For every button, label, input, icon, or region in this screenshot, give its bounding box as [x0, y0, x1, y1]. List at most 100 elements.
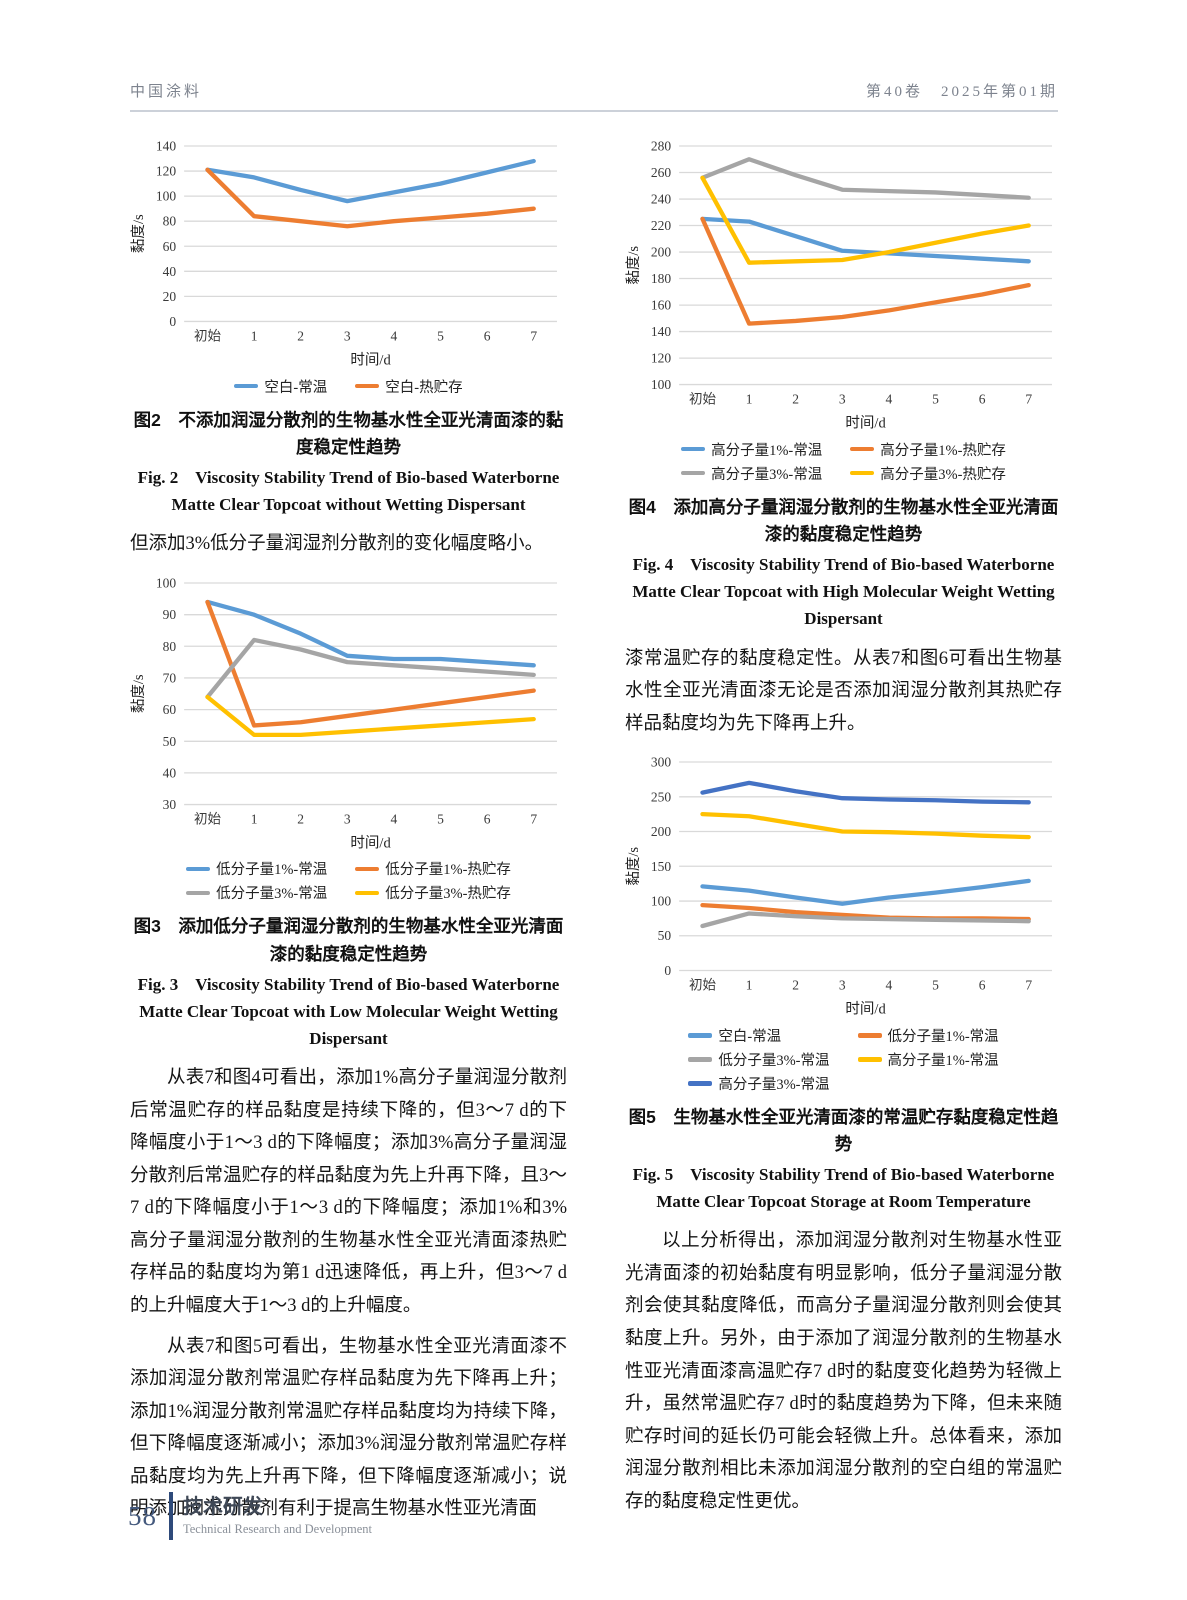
- svg-text:0: 0: [169, 314, 176, 329]
- fig3-caption-cn: 图3 添加低分子量润湿分散剂的生物基水性全亚光清面漆的黏度稳定性趋势: [133, 916, 564, 964]
- svg-text:黏度/s: 黏度/s: [130, 214, 147, 253]
- legend-label: 高分子量1%-热贮存: [880, 442, 1006, 459]
- svg-text:3: 3: [344, 811, 351, 826]
- svg-text:80: 80: [163, 214, 177, 229]
- legend-line-swatch: [355, 383, 380, 389]
- legend-item: 高分子量1%-常温: [681, 439, 822, 460]
- svg-text:40: 40: [163, 765, 177, 780]
- svg-text:5: 5: [437, 328, 444, 343]
- svg-text:黏度/s: 黏度/s: [625, 847, 642, 886]
- svg-text:70: 70: [163, 670, 177, 685]
- two-column-layout: 0 20 40 60 80 100 120 140 初始 1 2 3 4 5 6 7 黏度/s 时间/d 空白-常…: [130, 126, 1062, 1534]
- fig4-caption: 图4 添加高分子量润湿分散剂的生物基水性全亚光清面漆的黏度稳定性趋势 Fig. …: [625, 494, 1062, 633]
- legend-label: 高分子量3%-常温: [711, 466, 823, 483]
- legend-item: 高分子量3%-热贮存: [850, 463, 1006, 484]
- line-chart-svg: 30 40 50 60 70 80 90 100 初始 1 2 3 4 5 6 7 黏度/s 时间/d: [130, 575, 557, 851]
- svg-text:2: 2: [297, 328, 304, 343]
- legend-item: 低分子量3%-常温: [186, 882, 327, 903]
- legend-line-swatch: [355, 890, 380, 896]
- svg-text:时间/d: 时间/d: [350, 834, 391, 851]
- fig4-legend: 高分子量1%-常温 高分子量1%-热贮存高分子量3%-常温 高分子量3%-热贮存: [625, 439, 1062, 484]
- svg-text:6: 6: [484, 811, 491, 826]
- legend-label: 低分子量1%-热贮存: [385, 862, 511, 879]
- legend-item: 高分子量3%-常温: [681, 463, 822, 484]
- svg-text:50: 50: [163, 734, 177, 749]
- legend-line-swatch: [850, 446, 875, 452]
- page-header: 中国涂料 第40卷 2025年第01期: [130, 80, 1058, 101]
- fig5-caption: 图5 生物基水性全亚光清面漆的常温贮存黏度稳定性趋势 Fig. 5 Viscos…: [625, 1104, 1062, 1216]
- legend-label: 低分子量1%-常温: [216, 862, 328, 879]
- legend-item: 低分子量1%-常温: [857, 1025, 999, 1046]
- paragraph: 但添加3%低分子量润湿剂分散剂的变化幅度略小。: [130, 534, 544, 555]
- fig4-caption-cn: 图4 添加高分子量润湿分散剂的生物基水性全亚光清面漆的黏度稳定性趋势: [628, 496, 1059, 544]
- legend-line-swatch: [688, 1081, 713, 1086]
- svg-text:180: 180: [651, 271, 672, 286]
- paragraph: 从表7和图4可看出，添加1%高分子量润湿分散剂后常温贮存的样品黏度是持续下降的，…: [130, 1068, 567, 1317]
- svg-text:120: 120: [156, 164, 177, 179]
- svg-text:100: 100: [156, 189, 177, 204]
- svg-text:260: 260: [651, 165, 672, 180]
- paragraph: 漆常温贮存的黏度稳定性。从表7和图6可看出生物基水性全亚光清面漆无论是否添加润湿…: [625, 648, 1062, 734]
- legend-item: 低分子量1%-常温: [186, 858, 327, 879]
- fig5-line-chart: 0 50 100 150 200 250 300 初始 1 2 3 4 5 6 7 黏度/s 时间/d: [625, 748, 1062, 1023]
- fig2-line-chart: 0 20 40 60 80 100 120 140 初始 1 2 3 4 5 6 7 黏度/s 时间/d: [130, 132, 567, 374]
- svg-text:时间/d: 时间/d: [845, 415, 886, 432]
- svg-text:5: 5: [932, 978, 939, 993]
- paragraph: 以上分析得出，添加润湿分散剂对生物基水性亚光清面漆的初始黏度有明显影响，低分子量…: [625, 1231, 1062, 1512]
- svg-text:2: 2: [792, 978, 799, 993]
- legend-item: 高分子量1%-热贮存: [850, 439, 1006, 460]
- svg-text:5: 5: [932, 392, 939, 407]
- page-number: 58: [128, 1500, 157, 1531]
- svg-text:20: 20: [163, 289, 177, 304]
- line-chart-svg: 0 50 100 150 200 250 300 初始 1 2 3 4 5 6 7 黏度/s 时间/d: [625, 755, 1052, 1018]
- footer-section-cn: 技术研发: [183, 1496, 263, 1518]
- legend-line-swatch: [355, 866, 380, 872]
- svg-text:4: 4: [391, 328, 398, 343]
- legend-label: 低分子量3%-常温: [216, 886, 328, 903]
- fig3-legend: 低分子量1%-常温 低分子量1%-热贮存低分子量3%-常温 低分子量3%-热贮存: [130, 858, 567, 903]
- legend-label: 高分子量1%-常温: [711, 442, 823, 459]
- svg-text:30: 30: [163, 797, 177, 812]
- svg-text:200: 200: [651, 824, 672, 839]
- svg-text:7: 7: [530, 811, 537, 826]
- figure-4: 100 120 140 160 180 200 220 240 260 280 初始 1 2 3 4 5 6 7 黏…: [625, 132, 1062, 633]
- svg-text:3: 3: [839, 392, 846, 407]
- legend-line-swatch: [186, 890, 211, 896]
- svg-text:0: 0: [664, 963, 671, 978]
- svg-text:1: 1: [746, 978, 753, 993]
- legend-label: 空白-热贮存: [385, 379, 463, 396]
- svg-text:初始: 初始: [194, 811, 222, 826]
- svg-text:4: 4: [391, 811, 398, 826]
- svg-text:初始: 初始: [689, 392, 717, 407]
- legend-item: 低分子量3%-热贮存: [355, 882, 511, 903]
- fig5-legend: 空白-常温 低分子量1%-常温 低分子量3%-常温 高分子量1%-常温 高分子量3%-常…: [625, 1025, 1062, 1094]
- svg-text:4: 4: [886, 978, 893, 993]
- footer-section-en: Technical Research and Development: [183, 1522, 372, 1536]
- svg-text:100: 100: [651, 377, 672, 392]
- fig4-caption-en: Fig. 4 Viscosity Stability Trend of Bio-…: [632, 554, 1055, 629]
- svg-text:140: 140: [156, 139, 177, 154]
- svg-text:240: 240: [651, 192, 672, 207]
- legend-label: 空白-常温: [718, 1028, 782, 1045]
- svg-text:200: 200: [651, 245, 672, 260]
- legend-label: 低分子量1%-常温: [887, 1028, 999, 1045]
- figure-3: 30 40 50 60 70 80 90 100 初始 1 2 3 4 5 6 7 黏度/s 时间/d 低分子量1…: [130, 569, 567, 1052]
- right-column: 100 120 140 160 180 200 220 240 260 280 初始 1 2 3 4 5 6 7 黏…: [625, 126, 1062, 1534]
- legend-item: 空白-热贮存: [355, 376, 463, 397]
- legend-line-swatch: [234, 383, 259, 389]
- svg-text:60: 60: [163, 239, 177, 254]
- svg-text:时间/d: 时间/d: [350, 352, 391, 369]
- fig4-line-chart: 100 120 140 160 180 200 220 240 260 280 初始 1 2 3 4 5 6 7 黏…: [625, 132, 1062, 437]
- legend-item: 高分子量3%-常温: [688, 1073, 830, 1094]
- legend-line-swatch: [681, 446, 706, 452]
- svg-text:2: 2: [792, 392, 799, 407]
- issue-info: 第40卷 2025年第01期: [865, 84, 1058, 100]
- svg-text:3: 3: [344, 328, 351, 343]
- legend-line-swatch: [857, 1033, 882, 1038]
- svg-text:120: 120: [651, 351, 672, 366]
- svg-text:时间/d: 时间/d: [845, 1001, 886, 1018]
- legend-item: 低分子量3%-常温: [688, 1049, 830, 1070]
- legend-label: 高分子量3%-热贮存: [880, 466, 1006, 483]
- legend-line-swatch: [681, 470, 706, 476]
